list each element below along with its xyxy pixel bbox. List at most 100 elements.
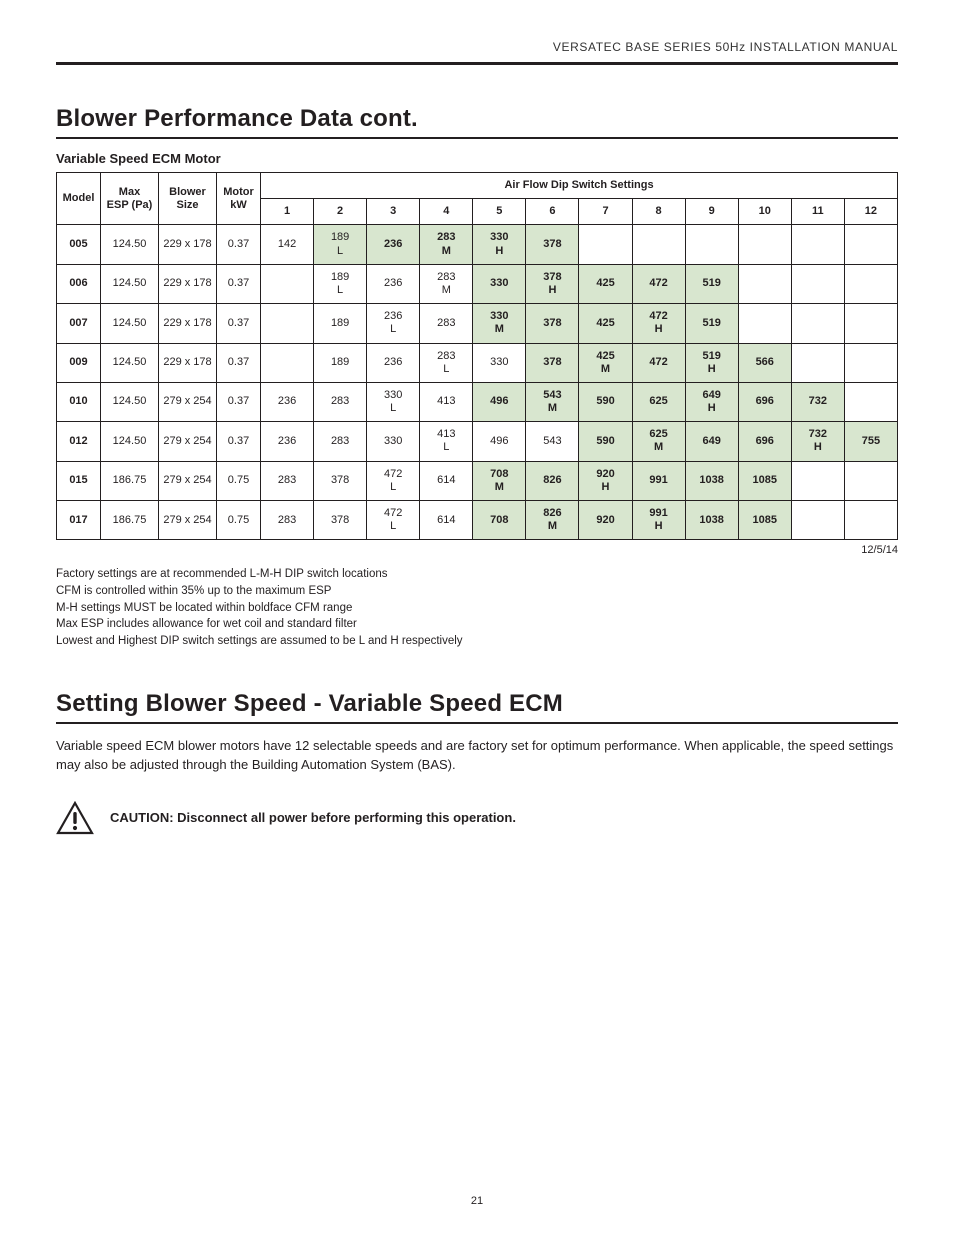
table-cell	[791, 225, 844, 264]
table-cell	[844, 225, 897, 264]
section1-title: Blower Performance Data cont.	[56, 105, 898, 139]
section2-body: Variable speed ECM blower motors have 12…	[56, 736, 898, 775]
table-cell: 0.37	[217, 343, 261, 382]
table-header-cell: 5	[473, 199, 526, 225]
table-cell: 229 x 178	[159, 304, 217, 343]
table-cell: 186.75	[101, 461, 159, 500]
table-cell: 566	[738, 343, 791, 382]
table-cell: 413L	[420, 422, 473, 461]
table-cell: 590	[579, 382, 632, 421]
blower-data-table: ModelMax ESP (Pa)BlowerSizeMotorkWAir Fl…	[56, 172, 898, 540]
table-cell	[632, 225, 685, 264]
table-header-cell: BlowerSize	[159, 173, 217, 225]
table-cell: 991H	[632, 501, 685, 540]
table-header-cell: 6	[526, 199, 579, 225]
table-cell: 283	[261, 501, 314, 540]
table-cell: 472	[632, 343, 685, 382]
table-cell: 425	[579, 264, 632, 303]
table-cell	[844, 501, 897, 540]
table-cell: 519	[685, 264, 738, 303]
table-cell: 732	[791, 382, 844, 421]
table-cell: 0.75	[217, 501, 261, 540]
table-cell: 007	[57, 304, 101, 343]
table-cell	[579, 225, 632, 264]
table-cell: 378	[526, 304, 579, 343]
table-cell: 006	[57, 264, 101, 303]
table-cell: 378	[526, 343, 579, 382]
table-header-cell: Model	[57, 173, 101, 225]
table-cell: 0.37	[217, 304, 261, 343]
table-cell: 0.37	[217, 225, 261, 264]
table-cell: 519H	[685, 343, 738, 382]
note-line: Factory settings are at recommended L-M-…	[56, 566, 898, 583]
table-cell	[791, 501, 844, 540]
table-cell: 826	[526, 461, 579, 500]
table-cell: 649	[685, 422, 738, 461]
table-cell	[844, 343, 897, 382]
table-cell: 330	[367, 422, 420, 461]
table-cell: 124.50	[101, 382, 159, 421]
table-cell: 330M	[473, 304, 526, 343]
table-cell: 0.37	[217, 264, 261, 303]
table-cell	[738, 304, 791, 343]
table-cell	[844, 461, 897, 500]
table-header-cell: 10	[738, 199, 791, 225]
table-header-cell: 1	[261, 199, 314, 225]
table-cell: 142	[261, 225, 314, 264]
table-cell: 236L	[367, 304, 420, 343]
table-cell: 649H	[685, 382, 738, 421]
table-cell: 124.50	[101, 304, 159, 343]
table-cell	[261, 304, 314, 343]
table-cell	[791, 461, 844, 500]
table-cell: 124.50	[101, 225, 159, 264]
table-cell	[738, 225, 791, 264]
caution-text: CAUTION: Disconnect all power before per…	[110, 810, 516, 825]
table-cell: 279 x 254	[159, 501, 217, 540]
table-cell: 236	[261, 382, 314, 421]
table-cell: 330	[473, 343, 526, 382]
table-cell: 472H	[632, 304, 685, 343]
table-cell: 283	[420, 304, 473, 343]
table-cell: 1038	[685, 501, 738, 540]
table-cell: 229 x 178	[159, 343, 217, 382]
table-cell: 283M	[420, 225, 473, 264]
table-header-cell: 7	[579, 199, 632, 225]
table-cell	[844, 382, 897, 421]
table-cell: 186.75	[101, 501, 159, 540]
table-cell: 625M	[632, 422, 685, 461]
table-cell: 189L	[314, 225, 367, 264]
table-body: 005124.50229 x 1780.37142189L236283M330H…	[57, 225, 898, 540]
table-header-cell: MotorkW	[217, 173, 261, 225]
table-date: 12/5/14	[56, 544, 898, 556]
table-row: 012124.50279 x 2540.37236283330413L49654…	[57, 422, 898, 461]
table-cell: 229 x 178	[159, 264, 217, 303]
note-line: M-H settings MUST be located within bold…	[56, 600, 898, 617]
table-cell: 472L	[367, 501, 420, 540]
table-header-cell: 12	[844, 199, 897, 225]
table-notes: Factory settings are at recommended L-M-…	[56, 566, 898, 649]
table-cell: 732H	[791, 422, 844, 461]
table-cell	[738, 264, 791, 303]
table-cell: 543M	[526, 382, 579, 421]
table-cell: 472	[632, 264, 685, 303]
table-cell: 189L	[314, 264, 367, 303]
table-header-cell: 4	[420, 199, 473, 225]
table-cell: 330H	[473, 225, 526, 264]
table-head: ModelMax ESP (Pa)BlowerSizeMotorkWAir Fl…	[57, 173, 898, 225]
table-cell: 755	[844, 422, 897, 461]
table-cell: 012	[57, 422, 101, 461]
table-cell: 826M	[526, 501, 579, 540]
table-row: 007124.50229 x 1780.37189236L283330M3784…	[57, 304, 898, 343]
table-cell: 378H	[526, 264, 579, 303]
table-cell: 283M	[420, 264, 473, 303]
table-cell: 236	[367, 225, 420, 264]
table-header-cell: 2	[314, 199, 367, 225]
table-header-cell: Air Flow Dip Switch Settings	[261, 173, 898, 199]
table-cell	[791, 304, 844, 343]
table-cell: 614	[420, 501, 473, 540]
table-cell	[791, 264, 844, 303]
table-cell: 0.37	[217, 422, 261, 461]
table-cell: 1085	[738, 501, 791, 540]
table-cell	[261, 264, 314, 303]
table-cell: 0.37	[217, 382, 261, 421]
